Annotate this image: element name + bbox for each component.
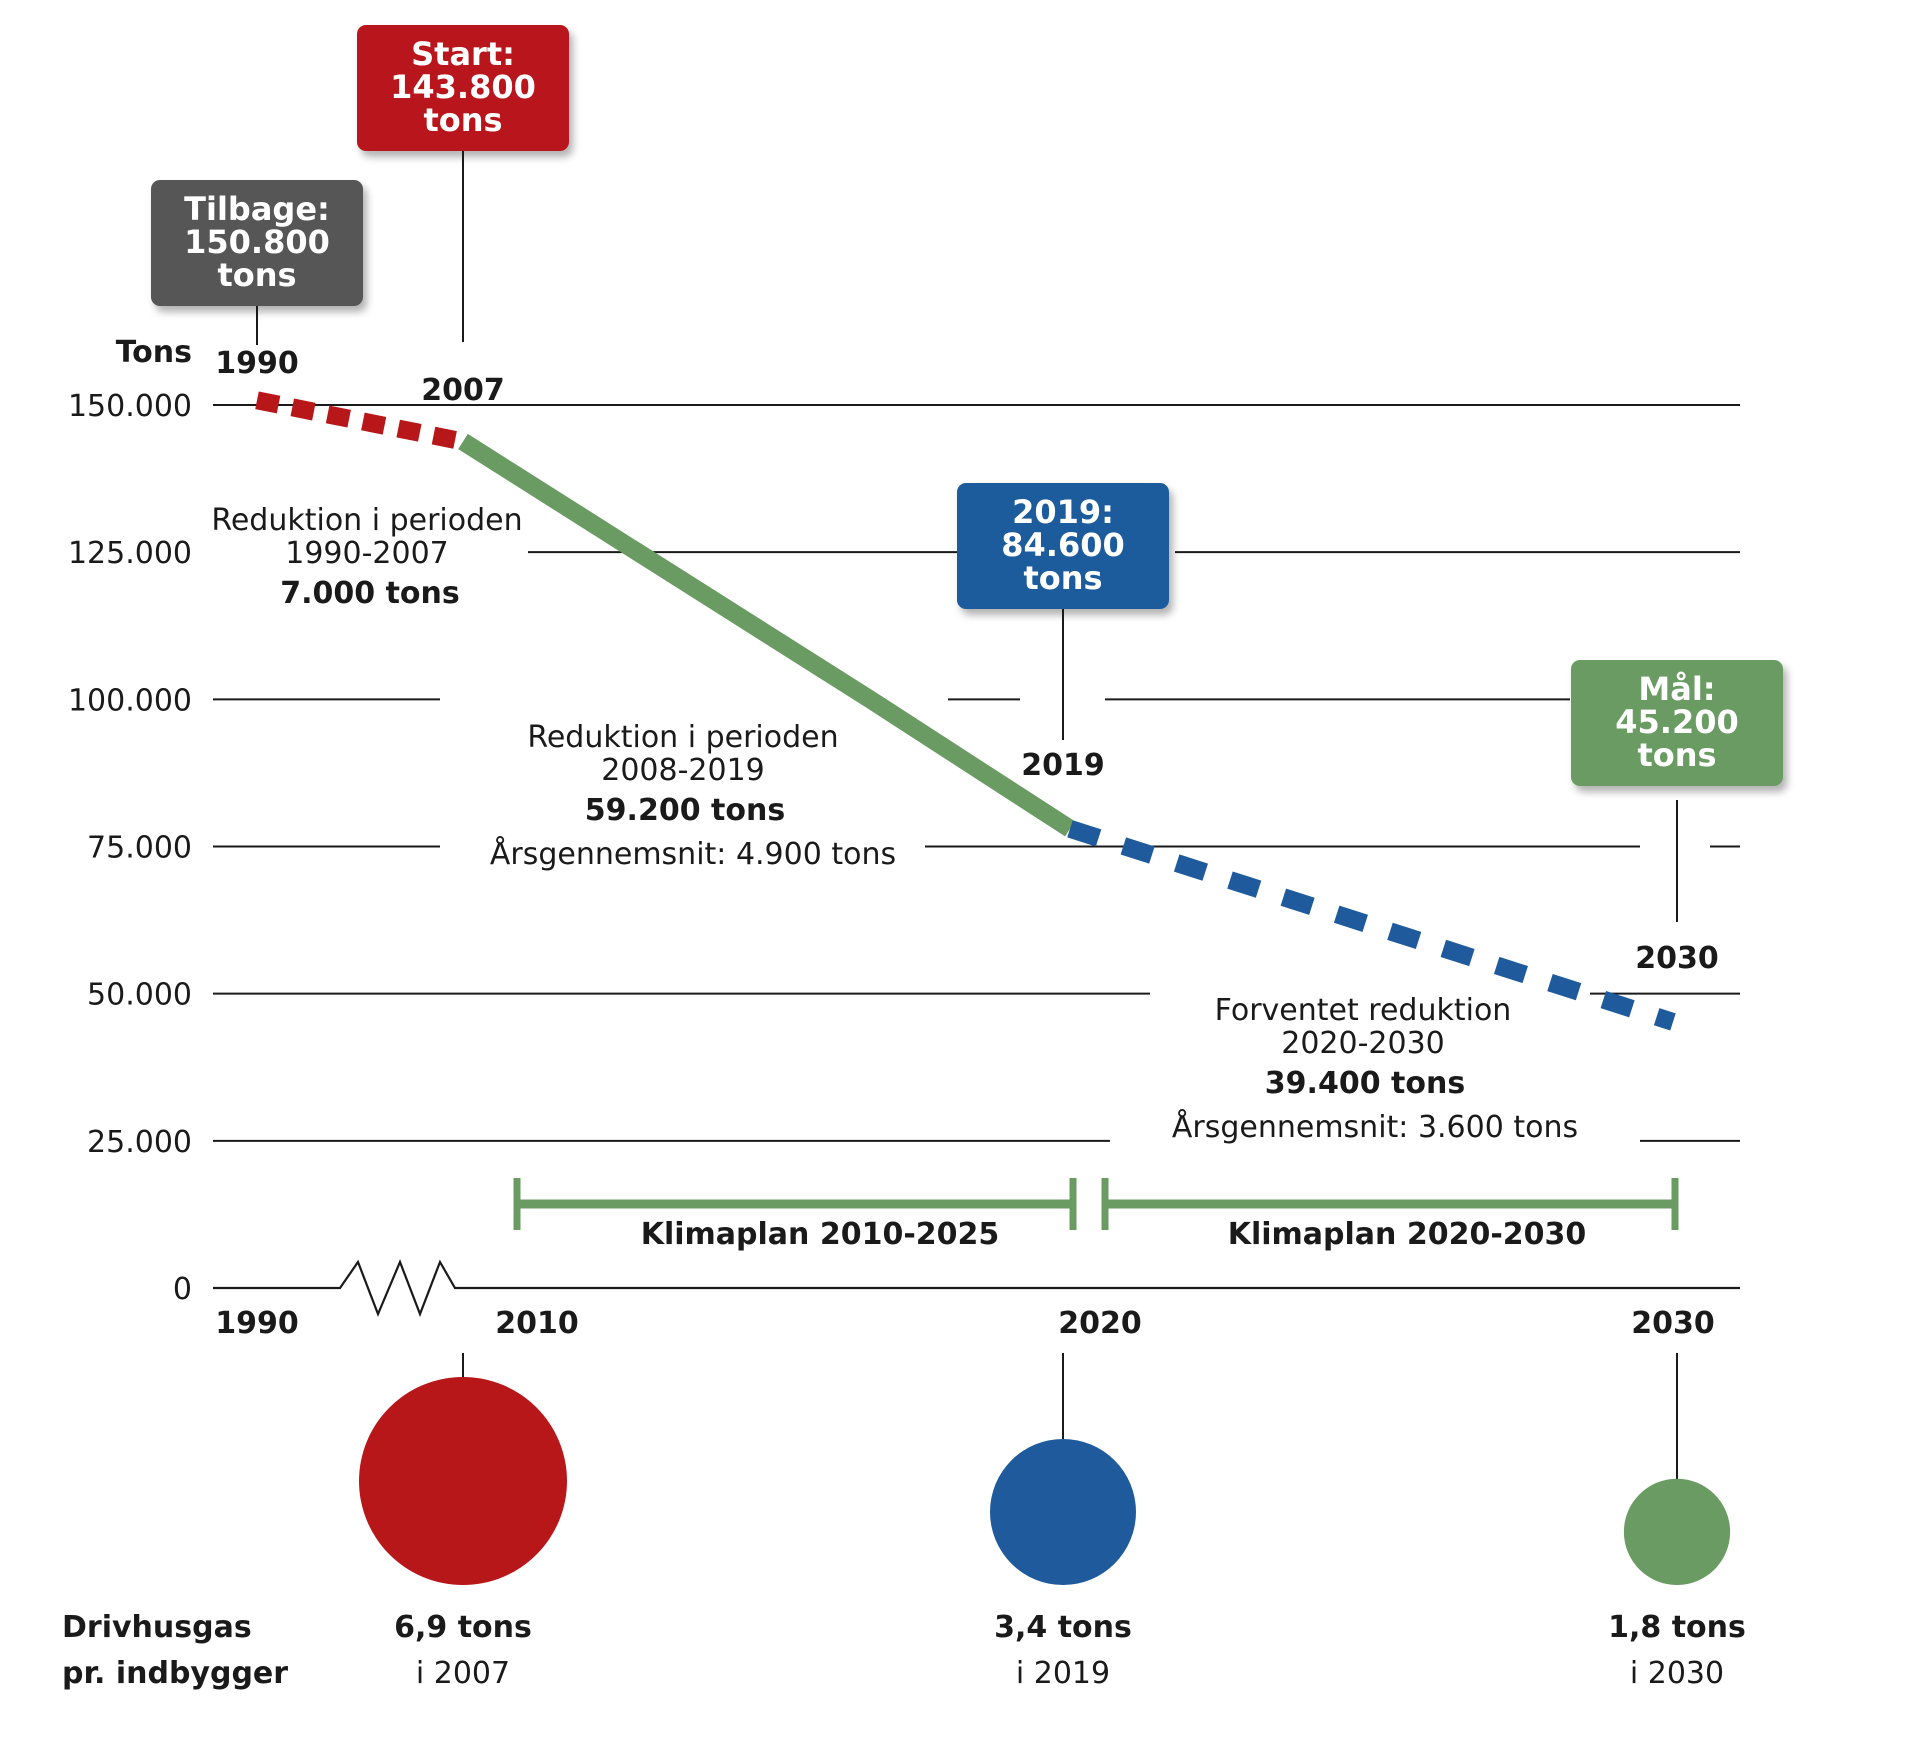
y-axis-labels: Tons 150.000 125.000 100.000 75.000 50.000 25.… xyxy=(68,335,192,1307)
y-tick-label: 100.000 xyxy=(68,683,192,718)
climate-plan: Klimaplan 2020-2030 xyxy=(1101,1178,1679,1252)
x-tick-label: 1990 xyxy=(215,1306,299,1341)
callout-text: 150.800 xyxy=(184,223,330,261)
callout-text: 45.200 xyxy=(1615,703,1738,741)
annotation-total: 59.200 tons xyxy=(585,793,785,828)
series-line xyxy=(1067,820,1676,1031)
annotation-line: 2020-2030 xyxy=(1281,1026,1445,1061)
per-capita-item: 3,4 tons i 2019 xyxy=(989,1353,1137,1691)
y-tick-label: 150.000 xyxy=(68,389,192,424)
y-axis-title: Tons xyxy=(116,335,192,370)
callout-text: 2019: xyxy=(1012,493,1114,531)
callout-box xyxy=(957,483,1169,609)
callouts: Tilbage:150.800tons1990Start:143.800tons… xyxy=(151,25,1783,976)
annotation-average: Årsgennemsnit: 3.600 tons xyxy=(1172,1109,1578,1145)
annotation-average: Årsgennemsnit: 4.900 tons xyxy=(490,836,896,872)
callout-year-label: 1990 xyxy=(215,346,299,381)
x-tick-label: 2010 xyxy=(495,1306,579,1341)
climate-plan-label: Klimaplan 2020-2030 xyxy=(1228,1217,1587,1252)
callout-text: 84.600 xyxy=(1001,526,1124,564)
callout-text: Start: xyxy=(411,35,515,73)
callout-box xyxy=(151,180,363,306)
annotation-line: Reduktion i perioden xyxy=(211,503,522,538)
per-capita-item: 6,9 tons i 2007 xyxy=(359,1353,567,1691)
per-capita-value: 1,8 tons xyxy=(1608,1610,1746,1645)
x-axis-line-with-break xyxy=(213,1259,1740,1318)
x-axis-labels: 1990 2010 2020 2030 xyxy=(215,1306,1715,1341)
annotation-total: 7.000 tons xyxy=(280,576,460,611)
per-capita-item: 1,8 tons i 2030 xyxy=(1608,1353,1746,1691)
series-line xyxy=(458,433,1075,837)
callout-year-label: 2030 xyxy=(1635,941,1719,976)
callout-text: 143.800 xyxy=(390,68,536,106)
per-capita-title-line: Drivhusgas xyxy=(62,1610,252,1645)
callout-text: tons xyxy=(217,256,296,294)
annotation-line: 2008-2019 xyxy=(601,753,765,788)
climate-plans: Klimaplan 2010-2025 Klimaplan 2020-2030 xyxy=(513,1178,1679,1252)
per-capita-value: 6,9 tons xyxy=(394,1610,532,1645)
annotation-line: Forventet reduktion xyxy=(1215,993,1512,1028)
per-capita-value: 3,4 tons xyxy=(994,1610,1132,1645)
annotation-total: 39.400 tons xyxy=(1265,1066,1465,1101)
per-capita-title-line: pr. indbygger xyxy=(62,1656,288,1691)
callout-year-label: 2007 xyxy=(421,373,505,408)
climate-plan: Klimaplan 2010-2025 xyxy=(513,1178,1077,1252)
callout-text: tons xyxy=(1023,559,1102,597)
per-capita-year: i 2019 xyxy=(1016,1656,1110,1691)
y-tick-label: 125.000 xyxy=(68,536,192,571)
per-capita-circle xyxy=(989,1438,1137,1585)
callout-box xyxy=(357,25,569,151)
callout-year-label: 2019 xyxy=(1021,748,1105,783)
per-capita-circle xyxy=(1623,1478,1731,1585)
annotation-line: Reduktion i perioden xyxy=(527,720,838,755)
y-tick-label: 50.000 xyxy=(87,978,192,1013)
y-tick-label: 75.000 xyxy=(87,831,192,866)
callout-text: Tilbage: xyxy=(184,190,330,228)
per-capita-section: Drivhusgas pr. indbygger 6,9 tons i 2007 3,4… xyxy=(62,1353,1746,1691)
series-lines xyxy=(255,391,1676,1031)
callout-text: tons xyxy=(1637,736,1716,774)
callout-box xyxy=(1571,660,1783,786)
x-tick-label: 2030 xyxy=(1631,1306,1715,1341)
y-tick-label: 25.000 xyxy=(87,1125,192,1160)
callout-text: Mål: xyxy=(1638,670,1715,708)
climate-plan-label: Klimaplan 2010-2025 xyxy=(641,1217,1000,1252)
x-tick-label: 2020 xyxy=(1058,1306,1142,1341)
y-tick-label: 0 xyxy=(173,1272,192,1307)
x-axis xyxy=(213,1259,1740,1318)
callout-text: tons xyxy=(423,101,502,139)
per-capita-circle xyxy=(359,1377,567,1585)
per-capita-year: i 2030 xyxy=(1630,1656,1724,1691)
per-capita-year: i 2007 xyxy=(416,1656,510,1691)
gridlines xyxy=(213,404,1740,1142)
annotation-line: 1990-2007 xyxy=(285,536,449,571)
